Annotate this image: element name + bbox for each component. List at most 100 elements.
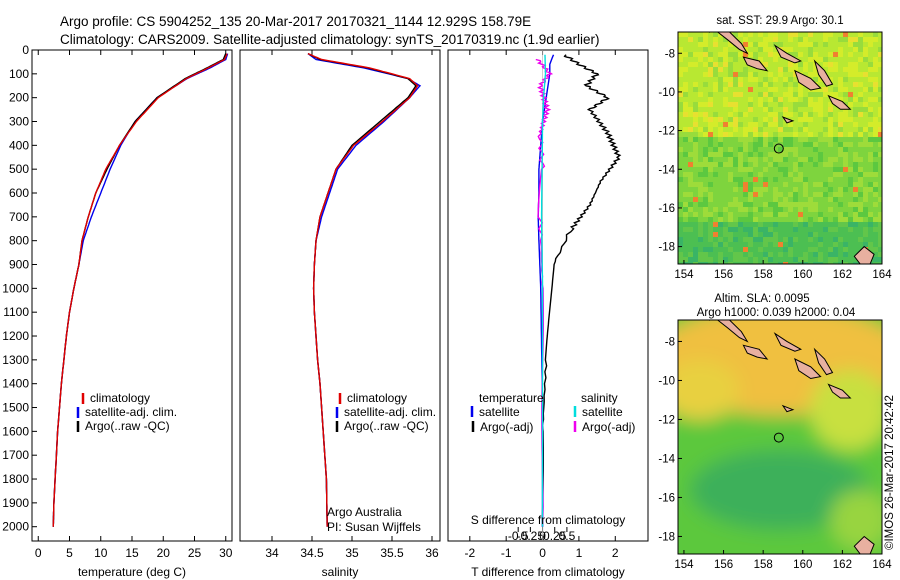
- sst-cell: [678, 67, 683, 72]
- sst-cell: [818, 232, 823, 237]
- sst-cell: [868, 167, 873, 172]
- sst-cell: [828, 212, 833, 217]
- sst-cell: [833, 177, 838, 182]
- sst-cell: [803, 67, 808, 72]
- sst-cell: [688, 207, 693, 212]
- sst-cell: [818, 222, 823, 227]
- sst-cell: [833, 212, 838, 217]
- sst-cell: [788, 232, 793, 237]
- y-tick-label: 2000: [2, 520, 29, 534]
- sst-cell: [848, 157, 853, 162]
- sst-cell: [773, 247, 778, 252]
- island-shape: [717, 320, 749, 343]
- sst-cell: [718, 162, 723, 167]
- sst-cell: [778, 82, 783, 87]
- sst-cell: [703, 52, 708, 57]
- sst-cell: [793, 102, 798, 107]
- sst-cell: [768, 102, 773, 107]
- sst-cell: [823, 247, 828, 252]
- sst-cell: [848, 47, 853, 52]
- sst-cell: [823, 92, 828, 97]
- sst-cell: [713, 82, 718, 87]
- legend-label-argo: Argo(..raw -QC): [344, 419, 429, 433]
- sst-cell: [748, 82, 753, 87]
- sst-cell: [878, 117, 882, 122]
- sst-cell: [688, 212, 693, 217]
- sst-cell: [723, 232, 728, 237]
- sst-cell: [728, 112, 733, 117]
- island-shape: [827, 94, 852, 110]
- sst-cell: [753, 37, 758, 42]
- sst-cell: [818, 237, 823, 242]
- sst-cell: [718, 152, 723, 157]
- x-tick-label: 0: [35, 546, 42, 560]
- sst-cell: [718, 127, 723, 132]
- sst-cell: [723, 257, 728, 262]
- sst-cell: [873, 42, 878, 47]
- sst-cell: [788, 257, 793, 262]
- sst-cell: [788, 142, 793, 147]
- sst-cell: [738, 137, 743, 142]
- legend-label-climatology: climatology: [90, 391, 150, 405]
- sst-cell: [728, 207, 733, 212]
- sst-cell: [853, 257, 858, 262]
- sst-cell: [818, 62, 823, 67]
- sst-cell: [773, 112, 778, 117]
- sst-cell: [718, 47, 723, 52]
- sst-cell: [783, 32, 788, 37]
- sst-cell: [853, 207, 858, 212]
- sst-cell: [878, 237, 882, 242]
- sst-cell: [708, 202, 713, 207]
- sst-cell: [703, 42, 708, 47]
- sst-cell: [738, 92, 743, 97]
- sst-cell: [723, 92, 728, 97]
- sst-cell: [708, 52, 713, 57]
- sst-cell: [783, 237, 788, 242]
- sst-cell: [868, 152, 873, 157]
- sst-cell: [693, 262, 698, 264]
- sst-cell: [793, 117, 798, 122]
- sst-cell: [818, 197, 823, 202]
- sst-cell: [858, 57, 863, 62]
- sst-cell: [708, 187, 713, 192]
- sst-cell: [698, 172, 703, 177]
- sst-cell: [718, 177, 723, 182]
- sst-cell: [723, 182, 728, 187]
- sst-cell: [878, 182, 882, 187]
- sst-cell: [863, 232, 868, 237]
- sst-cell: [848, 117, 853, 122]
- sst-cell: [808, 172, 813, 177]
- sst-cell: [763, 47, 768, 52]
- sst-cell: [858, 217, 863, 222]
- sst-cell: [833, 127, 838, 132]
- sst-cell: [773, 182, 778, 187]
- sst-cell: [803, 217, 808, 222]
- y-tick-label: 0: [22, 43, 29, 57]
- sst-cell: [878, 52, 882, 57]
- sst-cell: [788, 197, 793, 202]
- sst-cell: [833, 52, 838, 57]
- s-tick-label: 0.5: [559, 529, 576, 543]
- sst-cell: [853, 242, 858, 247]
- sst-cell: [853, 227, 858, 232]
- sst-cell: [833, 207, 838, 212]
- sst-cell: [878, 92, 882, 97]
- sst-cell: [808, 37, 813, 42]
- sst-cell: [698, 227, 703, 232]
- sst-cell: [723, 262, 728, 264]
- sst-cell: [748, 107, 753, 112]
- sst-cell: [808, 257, 813, 262]
- sst-cell: [833, 107, 838, 112]
- sst-cell: [778, 187, 783, 192]
- sst-cell: [723, 147, 728, 152]
- sst-cell: [703, 82, 708, 87]
- salinity-axes: [239, 49, 441, 542]
- sst-cell: [703, 152, 708, 157]
- sst-cell: [818, 187, 823, 192]
- s-tick-label: -0.25: [517, 529, 545, 543]
- lat-tick-label: -12: [658, 126, 675, 138]
- sst-cell: [823, 232, 828, 237]
- sst-cell: [868, 162, 873, 167]
- sst-cell: [678, 247, 683, 252]
- sst-cell: [833, 112, 838, 117]
